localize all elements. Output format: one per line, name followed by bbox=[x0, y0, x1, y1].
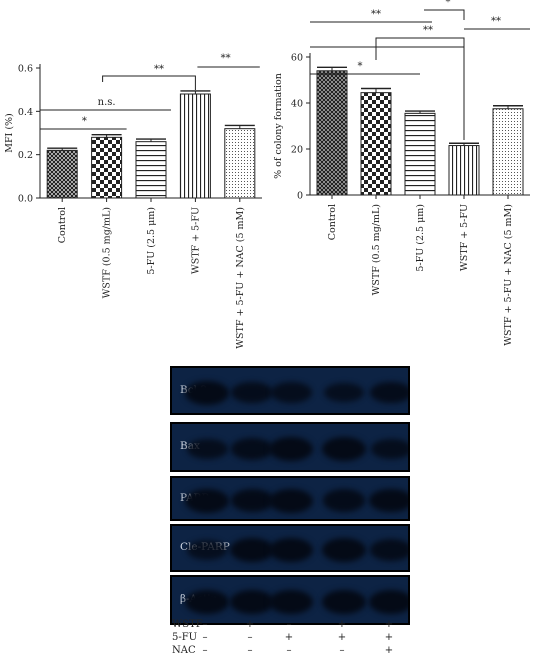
x-tick-label: WSTF + 5-FU bbox=[190, 207, 201, 274]
sig-label: * bbox=[446, 0, 451, 8]
y-tick-label: 40 bbox=[291, 99, 303, 110]
x-tick-label: WSTF + 5-FU + NAC (5 mM) bbox=[235, 207, 246, 349]
bar bbox=[179, 93, 211, 199]
condition-label: WSTF bbox=[172, 619, 203, 630]
band bbox=[322, 489, 366, 512]
band bbox=[270, 382, 312, 403]
band bbox=[369, 590, 408, 614]
condition-sign: + bbox=[284, 632, 294, 643]
x-tick-label: WSTF + 5-FU + NAC (5 mM) bbox=[503, 204, 514, 346]
x-tick-label: 5-FU (2.5 μm) bbox=[415, 204, 426, 272]
band bbox=[324, 382, 364, 403]
condition-sign: – bbox=[202, 645, 208, 656]
blot-strip: β-Actin bbox=[170, 575, 410, 625]
condition-sign: + bbox=[384, 619, 394, 630]
y-tick-label: 0.2 bbox=[18, 150, 33, 161]
blot-strip: Bax bbox=[170, 422, 410, 472]
bar bbox=[360, 92, 392, 196]
band bbox=[269, 488, 313, 513]
sig-bracket bbox=[102, 75, 196, 90]
condition-sign: – bbox=[286, 619, 292, 630]
condition-label: 5-FU bbox=[172, 632, 198, 643]
band bbox=[269, 437, 313, 461]
condition-sign: + bbox=[384, 632, 394, 643]
condition-sign: – bbox=[247, 645, 253, 656]
sig-label: ** bbox=[154, 64, 164, 75]
x-tick-label: 5-FU (2.5 μm) bbox=[146, 207, 157, 275]
band bbox=[187, 540, 227, 560]
band bbox=[185, 590, 229, 614]
band bbox=[186, 438, 228, 460]
blot-strip: Cle-PARP bbox=[170, 524, 410, 572]
colony-formation-bar-chart: 0 20 40 60 % of colony formation Control WSTF … bbox=[273, 0, 530, 346]
x-tick-label: Control bbox=[57, 207, 68, 243]
blot-strip: Bcl-2 bbox=[170, 366, 410, 415]
bar bbox=[404, 112, 436, 196]
y-axis-label: % of colony formation bbox=[273, 73, 284, 179]
bar bbox=[46, 149, 78, 199]
condition-sign: + bbox=[337, 632, 347, 643]
condition-sign: – bbox=[202, 632, 208, 643]
y-tick-label: 0.4 bbox=[18, 107, 33, 118]
band bbox=[231, 438, 273, 460]
band bbox=[322, 538, 366, 562]
band bbox=[230, 489, 274, 512]
sig-bracket bbox=[424, 9, 465, 20]
condition-sign: – bbox=[202, 619, 208, 630]
band bbox=[370, 438, 408, 460]
band bbox=[185, 488, 229, 513]
condition-sign: + bbox=[384, 645, 394, 656]
sig-label: ** bbox=[491, 16, 501, 27]
band bbox=[322, 437, 366, 461]
condition-sign: – bbox=[339, 645, 345, 656]
x-tick-label: Control bbox=[327, 204, 338, 240]
bar bbox=[316, 70, 348, 196]
bar bbox=[91, 136, 123, 199]
band bbox=[269, 538, 313, 562]
band bbox=[322, 590, 366, 614]
sig-label: ** bbox=[423, 25, 433, 36]
x-tick-label: WSTF + 5-FU bbox=[459, 204, 470, 271]
band bbox=[230, 538, 274, 562]
sig-label: * bbox=[82, 116, 87, 127]
sig-label: * bbox=[358, 61, 363, 72]
y-tick-label: 60 bbox=[291, 53, 303, 64]
band bbox=[269, 590, 313, 614]
bar bbox=[135, 141, 167, 199]
band bbox=[231, 382, 273, 403]
x-tick-label: WSTF (0.5 mg/mL) bbox=[102, 207, 113, 298]
sig-label: ** bbox=[371, 9, 381, 20]
y-tick-label: 20 bbox=[291, 145, 303, 156]
sig-bracket bbox=[375, 37, 465, 140]
mfi-bar-chart: 0.0 0.2 0.4 0.6 MFI (%) Control WSTF (0.5 mg/m… bbox=[4, 53, 262, 349]
condition-sign: – bbox=[247, 632, 253, 643]
x-tick-label: WSTF (0.5 mg/mL) bbox=[371, 204, 382, 295]
sig-label: n.s. bbox=[98, 97, 116, 108]
y-tick-label: 0 bbox=[297, 191, 303, 202]
y-axis-label: MFI (%) bbox=[4, 113, 15, 153]
bar bbox=[448, 145, 480, 196]
band bbox=[230, 590, 274, 614]
bar bbox=[224, 128, 256, 199]
band bbox=[185, 380, 229, 405]
sig-label: ** bbox=[221, 53, 231, 64]
band bbox=[369, 488, 408, 513]
y-tick-label: 0.6 bbox=[18, 64, 33, 75]
condition-label: NAC bbox=[172, 645, 196, 656]
condition-sign: – bbox=[286, 645, 292, 656]
band bbox=[370, 539, 408, 561]
condition-sign: + bbox=[245, 619, 255, 630]
y-tick-label: 0.0 bbox=[18, 194, 33, 205]
blot-strip: PARP bbox=[170, 476, 410, 521]
band bbox=[370, 381, 408, 404]
charts-svg: 0.0 0.2 0.4 0.6 MFI (%) Control WSTF (0.5 mg/m… bbox=[4, 0, 530, 349]
condition-sign: + bbox=[337, 619, 347, 630]
